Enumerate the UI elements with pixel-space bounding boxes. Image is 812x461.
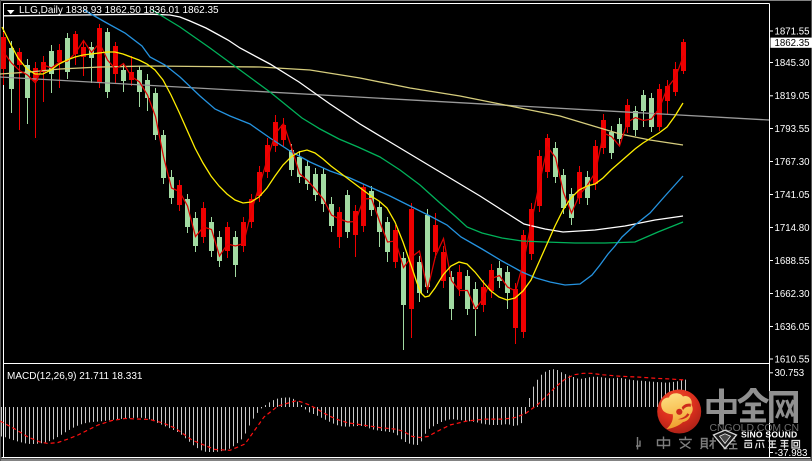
svg-text:1688.55: 1688.55 xyxy=(775,256,810,267)
svg-text:SINO SOUND: SINO SOUND xyxy=(741,429,797,439)
svg-text:1793.55: 1793.55 xyxy=(775,124,810,135)
svg-text:30.753: 30.753 xyxy=(775,368,805,379)
svg-text:1662.30: 1662.30 xyxy=(775,289,811,300)
svg-text:1871.55: 1871.55 xyxy=(775,26,810,37)
svg-text:1862.35: 1862.35 xyxy=(775,38,810,49)
svg-text:MACD(12,26,9) 21.711 18.331: MACD(12,26,9) 21.711 18.331 xyxy=(7,371,143,382)
svg-text:1767.30: 1767.30 xyxy=(775,157,811,168)
svg-text:-37.983: -37.983 xyxy=(775,448,808,459)
svg-text:1636.05: 1636.05 xyxy=(775,322,810,333)
svg-text:1845.30: 1845.30 xyxy=(775,58,811,69)
svg-text:1714.80: 1714.80 xyxy=(775,223,811,234)
svg-text:1610.55: 1610.55 xyxy=(775,354,810,365)
svg-text:LLG,Daily 1838.93 1862.50 1836: LLG,Daily 1838.93 1862.50 1836.01 1862.3… xyxy=(19,5,219,16)
svg-text:1819.05: 1819.05 xyxy=(775,91,810,102)
svg-text:1741.05: 1741.05 xyxy=(775,190,810,201)
svg-text:CNGOLD.COM.CN: CNGOLD.COM.CN xyxy=(710,423,799,434)
